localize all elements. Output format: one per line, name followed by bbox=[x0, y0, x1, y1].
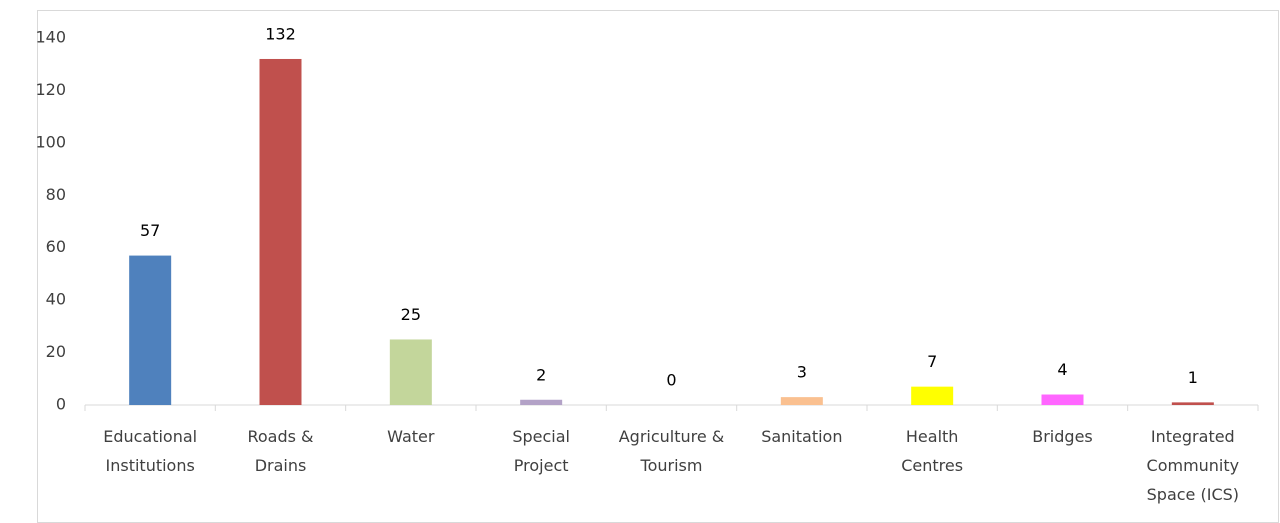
x-tick-label: Health Centres bbox=[901, 427, 963, 475]
bar bbox=[259, 58, 302, 405]
bar bbox=[780, 397, 823, 405]
y-tick-label: 80 bbox=[46, 185, 66, 204]
x-tick-label: Integrated Community Space (ICS) bbox=[1147, 427, 1240, 504]
chart-frame bbox=[37, 10, 1279, 523]
bar bbox=[911, 386, 954, 405]
data-label: 2 bbox=[536, 365, 546, 384]
y-tick-label: 20 bbox=[46, 342, 66, 361]
bar bbox=[389, 339, 432, 405]
y-tick-label: 40 bbox=[46, 290, 66, 309]
x-tick-label: Special Project bbox=[512, 427, 570, 475]
x-tick-label: Agriculture & Tourism bbox=[619, 427, 725, 475]
x-tick-label: Sanitation bbox=[761, 427, 842, 446]
y-tick-label: 140 bbox=[35, 28, 66, 47]
bar bbox=[1041, 394, 1084, 405]
y-tick-label: 120 bbox=[35, 80, 66, 99]
data-label: 1 bbox=[1188, 368, 1198, 387]
data-label: 3 bbox=[797, 363, 807, 382]
data-label: 57 bbox=[140, 221, 160, 240]
y-tick-label: 0 bbox=[56, 395, 66, 414]
data-label: 132 bbox=[265, 24, 296, 43]
y-tick-label: 100 bbox=[35, 132, 66, 151]
data-label: 25 bbox=[401, 305, 421, 324]
x-tick-label: Roads & Drains bbox=[247, 427, 313, 475]
bar bbox=[1171, 402, 1214, 405]
bar bbox=[129, 255, 172, 405]
x-tick-label: Water bbox=[387, 427, 435, 446]
data-label: 7 bbox=[927, 352, 937, 371]
x-tick-label: Bridges bbox=[1032, 427, 1093, 446]
y-tick-label: 60 bbox=[46, 237, 66, 256]
x-tick-label: Educational Institutions bbox=[103, 427, 197, 475]
data-label: 4 bbox=[1057, 360, 1067, 379]
bar bbox=[520, 399, 563, 405]
data-label: 0 bbox=[666, 371, 676, 390]
